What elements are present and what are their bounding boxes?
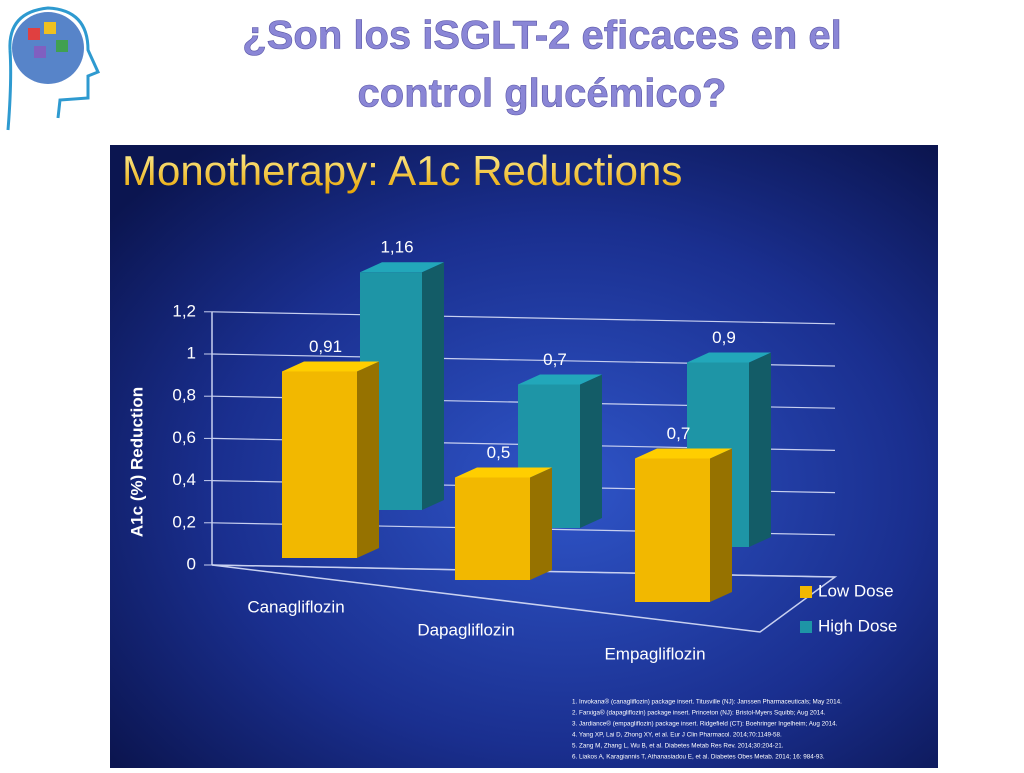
value-label: 0,7 — [667, 424, 691, 443]
bar-side — [580, 374, 602, 528]
grid-line — [211, 311, 836, 325]
bar-side — [357, 361, 379, 558]
value-label: 1,16 — [380, 238, 413, 257]
reference: 2. Farxiga® (dapagliflozin) package inse… — [572, 709, 826, 717]
x-tick-label: Canagliflozin — [247, 597, 344, 616]
bar-side — [422, 262, 444, 510]
bar-front — [282, 371, 357, 558]
legend-swatch — [800, 586, 812, 598]
bar — [635, 448, 732, 602]
y-tick-label: 0,6 — [172, 428, 196, 447]
y-tick-label: 0,2 — [172, 512, 196, 531]
bar-top — [635, 448, 732, 459]
value-label: 0,5 — [487, 443, 511, 462]
y-tick-label: 0 — [187, 554, 196, 573]
reference: 1. Invokana® (canagliflozin) package ins… — [572, 698, 842, 706]
y-tick-label: 1 — [187, 343, 196, 362]
y-tick-label: 0,4 — [172, 470, 196, 489]
chart-title: Monotherapy: A1c Reductions — [122, 147, 682, 194]
slide-title-line2: control glucémico? — [358, 72, 727, 116]
logo — [6, 6, 101, 131]
x-tick-label: Empagliflozin — [604, 644, 705, 663]
legend-label: Low Dose — [818, 581, 894, 600]
reference: 5. Zang M, Zhang L, Wu B, et al. Diabete… — [572, 743, 784, 750]
bar-top — [687, 352, 771, 363]
legend-label: High Dose — [818, 616, 897, 635]
bar-top — [455, 467, 552, 478]
y-tick-label: 1,2 — [172, 301, 196, 320]
x-tick-label: Dapagliflozin — [417, 620, 514, 639]
bar-top — [360, 262, 444, 273]
y-tick-label: 0,8 — [172, 386, 196, 405]
bar-side — [710, 448, 732, 602]
bar — [282, 361, 379, 558]
reference: 4. Yang XP, Lai D, Zhong XY, et al. Eur … — [572, 732, 782, 739]
bar — [455, 467, 552, 580]
references: 1. Invokana® (canagliflozin) package ins… — [572, 698, 842, 761]
value-label: 0,91 — [309, 337, 342, 356]
value-label: 0,9 — [712, 328, 736, 347]
bar-front — [455, 477, 530, 580]
bar-side — [749, 352, 771, 547]
legend-swatch — [800, 621, 812, 633]
bar-side — [530, 467, 552, 580]
y-axis-label: A1c (%) Reduction — [127, 387, 146, 537]
reference: 6. Liakos A, Karagiannis T, Athanasiadou… — [572, 754, 825, 761]
value-label: 0,7 — [543, 350, 567, 369]
bar-top — [282, 361, 379, 372]
bar-front — [635, 458, 710, 602]
bar-top — [518, 374, 602, 385]
reference: 3. Jardiance® (empagliflozin) package in… — [572, 720, 838, 728]
slide-title-line1: ¿Son los iSGLT-2 eficaces en el — [242, 14, 841, 58]
